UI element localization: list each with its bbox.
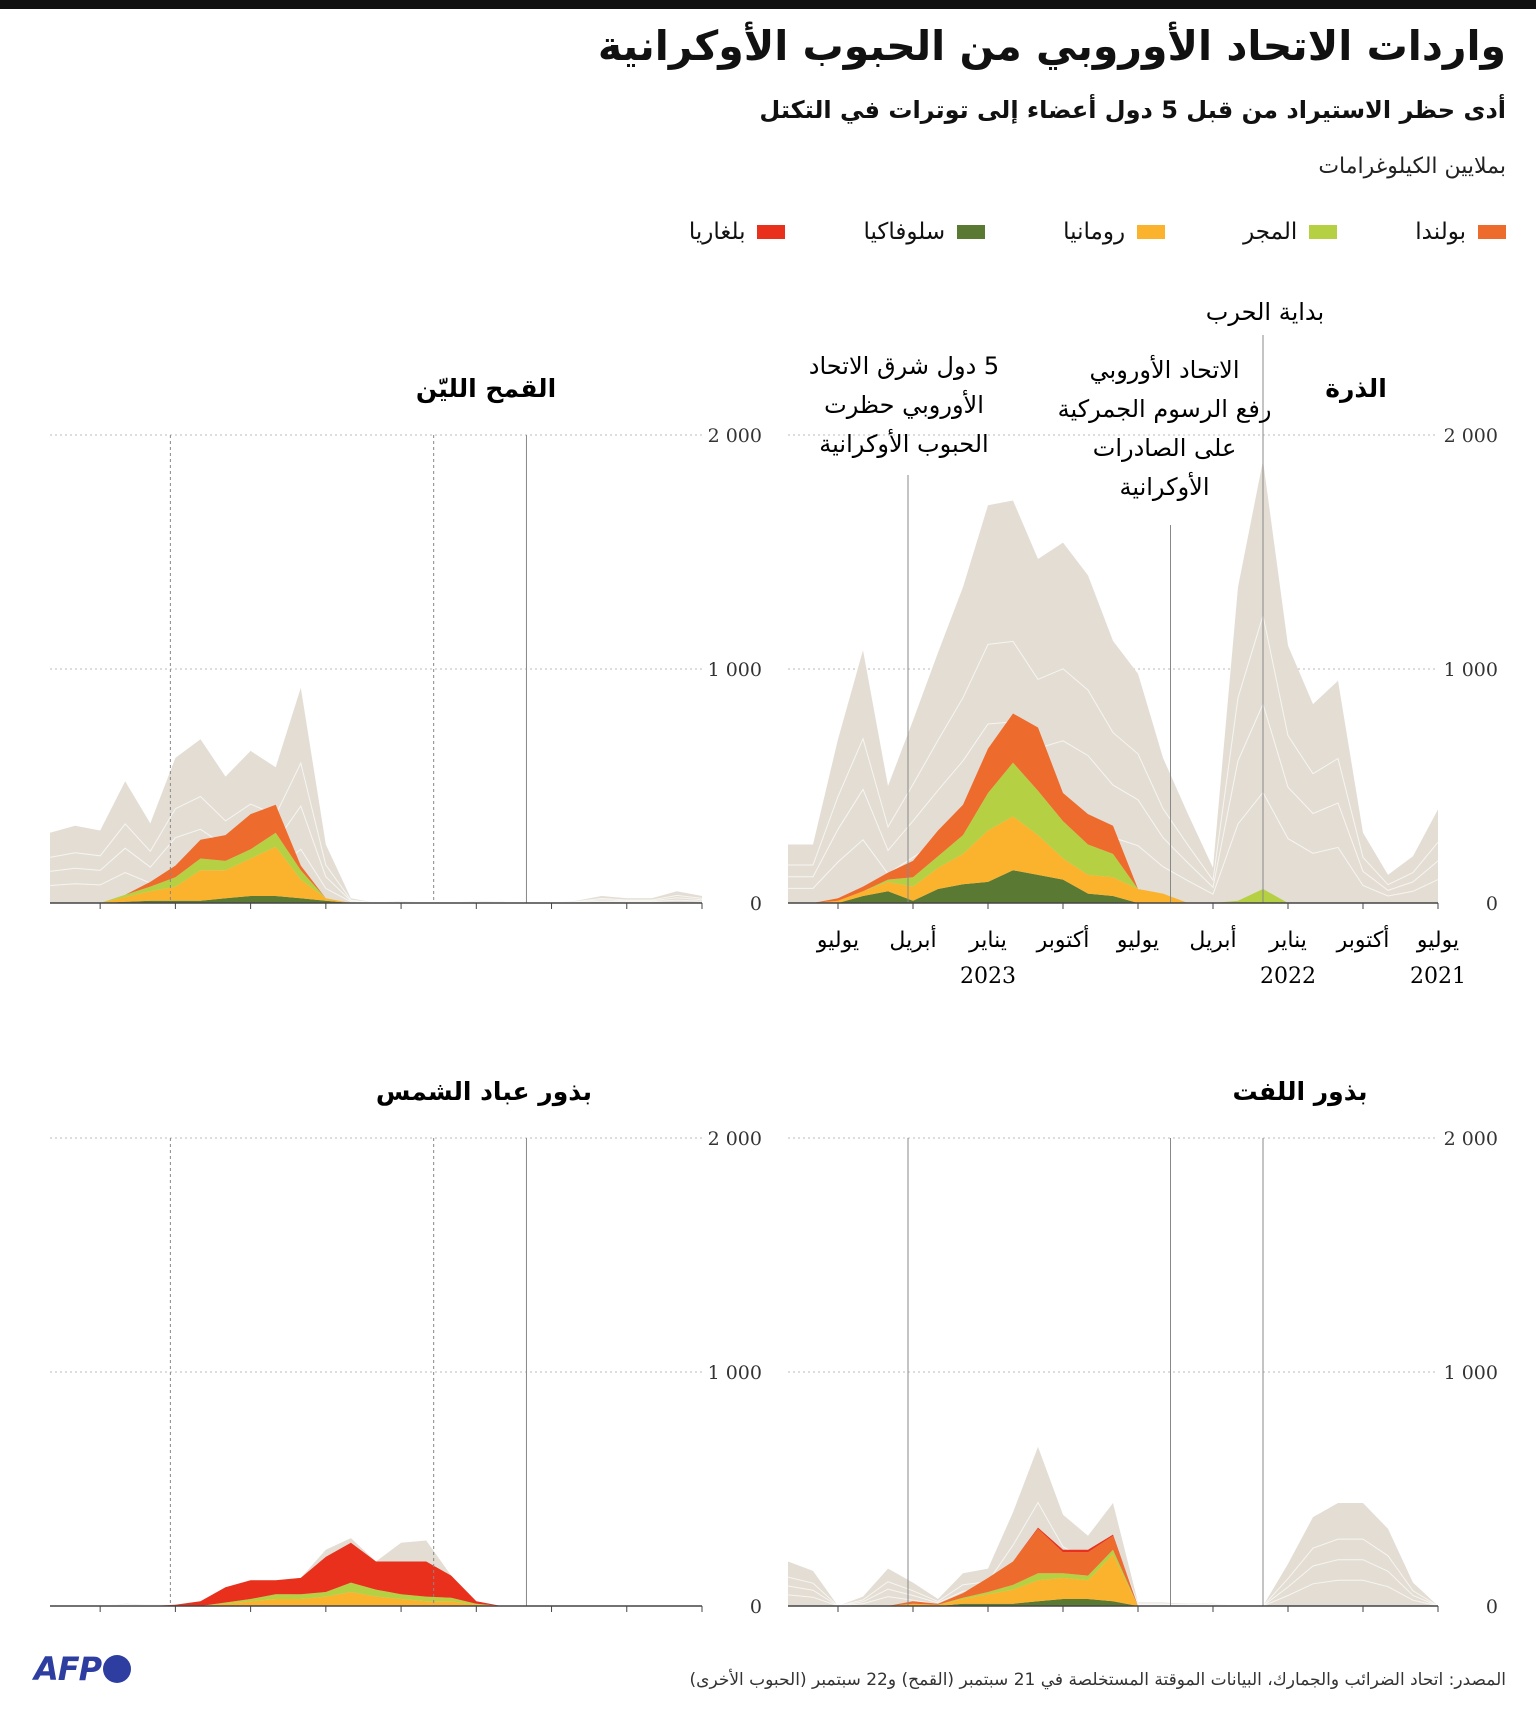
unit-label: بملايين الكيلوغرامات [1318,154,1506,179]
x-tick-label-month: يوليو [1116,928,1159,953]
legend-label-hungary: المجر [1243,219,1298,245]
annotation-line: الحبوب الأوكرانية [819,429,988,458]
romania-area [788,816,1438,903]
afp-logo-dot [103,1655,132,1683]
annotation-ban: 5 دول شرق الاتحاد الأوروبي حظرت الحبوب الأ… [809,352,999,458]
romania-area [50,846,702,903]
legend-label-slovakia: سلوفاكيا [863,219,946,245]
legend-swatch-romania [1137,225,1166,239]
total-imports-area [788,460,1438,903]
afp-logo-text: AFP [34,1650,102,1688]
x-tick-label-year: 2021 [1410,964,1466,989]
annotation-tariffs-lifted: الاتحاد الأوروبي رفع الرسوم الجمركية على ا… [1058,355,1272,501]
y-tick-label: 1 000 [708,1362,762,1384]
romania-area [50,1592,702,1606]
hungary-area [788,762,1438,903]
top-bar [0,0,1536,9]
x-tick-label-month: يناير [968,928,1007,953]
annotation-line: الأوروبي حظرت [824,390,984,419]
legend-label-poland: بولندا [1415,219,1466,245]
y-tick-label: 2 000 [1444,1128,1498,1150]
legend-swatch-slovakia [957,225,986,239]
y-tick-label: 2 000 [1444,425,1498,447]
annotation-line: رفع الرسوم الجمركية [1058,395,1272,423]
legend: بولندا المجر رومانيا سلوفاكيا بلغاريا [611,212,1506,252]
annotation-line: 5 دول شرق الاتحاد [809,352,999,380]
annotation-war-start: بداية الحرب [1206,298,1324,326]
x-tick-label-month: أكتوبر [1036,925,1090,953]
legend-item-bulgaria: بلغاريا [689,212,786,252]
x-tick-label-month: أبريل [889,925,936,953]
chart-title: القمح الليّن [416,374,556,404]
y-tick-label: 0 [1486,893,1498,915]
y-tick-label: 1 000 [1444,659,1498,681]
chart-panel-3: بذور عباد الشمس 0 1 000 2 000 [50,1077,762,1618]
legend-item-poland: بولندا [1415,212,1506,252]
y-tick-label: 1 000 [708,659,762,681]
x-tick-label-month: يوليو [816,928,859,953]
chart-title: الذرة [1325,374,1387,403]
page-title: واردات الاتحاد الأوروبي من الحبوب الأوكر… [597,22,1506,70]
y-tick-label: 2 000 [708,425,762,447]
y-tick-label: 0 [750,893,762,915]
other-countries-line [788,702,1439,891]
x-tick-label-month: يوليو [1416,928,1459,953]
hungary-area [50,1582,702,1606]
chart-panel-0: الذرة 0 1 000 2 000 [788,335,1498,915]
legend-swatch-poland [1478,225,1506,239]
y-tick-label: 0 [1486,1596,1498,1618]
chart-title: بذور عباد الشمس [376,1077,592,1107]
annotation-line: الأوكرانية [1119,472,1209,501]
x-tick-label-month: أكتوبر [1336,925,1390,953]
poland-area [788,1528,1438,1606]
total-imports-area [788,1446,1438,1606]
x-tick-label-month: يناير [1268,928,1307,953]
legend-item-slovakia: سلوفاكيا [863,212,986,252]
other-countries-line [788,615,1439,886]
x-tick-label-month: أبريل [1189,925,1236,953]
y-tick-label: 1 000 [1444,1362,1498,1384]
y-tick-label: 0 [750,1596,762,1618]
source-note: المصدر: اتحاد الضرائب والجمارك، البيانات… [689,1670,1507,1690]
legend-item-romania: رومانيا [1063,212,1166,252]
afp-logo: AFP [34,1650,132,1688]
page-subtitle: أدى حظر الاستيراد من قبل 5 دول أعضاء إلى… [759,96,1506,124]
romania-area [788,1554,1438,1606]
chart-title: بذور اللفت [1232,1077,1367,1107]
legend-label-bulgaria: بلغاريا [688,219,746,245]
legend-swatch-bulgaria [757,225,786,239]
slovakia-area [50,896,702,903]
annotation-line: الاتحاد الأوروبي [1090,355,1240,384]
y-tick-label: 2 000 [708,1128,762,1150]
slovakia-area [788,870,1438,903]
chart-panel-2: بذور اللفت 0 1 000 2 000 [787,1077,1498,1618]
bulgaria-area [50,1542,702,1606]
x-tick-label-year: 2023 [960,964,1016,989]
annotation-line: على الصادرات [1093,434,1237,462]
x-tick-label-year: 2022 [1260,964,1316,989]
legend-label-romania: رومانيا [1063,219,1126,245]
legend-swatch-hungary [1309,225,1338,239]
legend-item-hungary: المجر [1243,212,1338,252]
slovakia-area [788,1599,1438,1606]
chart-panel-1: القمح الليّن 0 1 000 2 000 [49,374,762,915]
total-imports-area [50,687,702,903]
